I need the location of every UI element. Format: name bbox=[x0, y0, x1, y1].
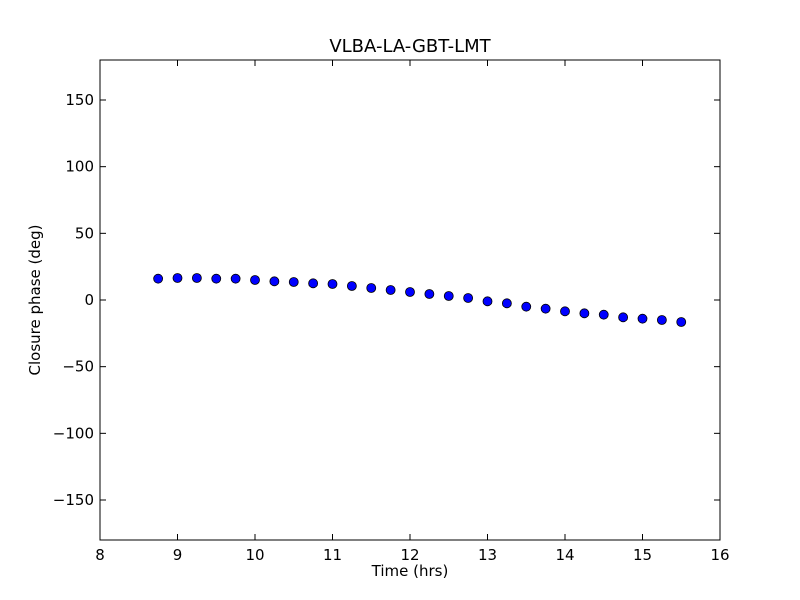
x-tick-label: 14 bbox=[555, 546, 574, 564]
x-tick-label: 13 bbox=[478, 546, 497, 564]
data-point bbox=[172, 273, 183, 283]
data-point bbox=[424, 289, 435, 299]
x-tick-label: 15 bbox=[633, 546, 652, 564]
data-point bbox=[191, 273, 202, 283]
y-tick-label: −50 bbox=[62, 358, 94, 376]
y-tick-label: −100 bbox=[53, 424, 94, 442]
x-tick-label: 11 bbox=[323, 546, 342, 564]
x-tick-label: 10 bbox=[245, 546, 264, 564]
data-point bbox=[385, 285, 396, 295]
data-point bbox=[346, 281, 357, 291]
data-point bbox=[250, 275, 260, 285]
x-tick-label: 16 bbox=[710, 546, 729, 564]
x-tick-label: 9 bbox=[173, 546, 183, 564]
chart-title: VLBA-LA-GBT-LMT bbox=[329, 36, 491, 57]
data-point bbox=[656, 315, 667, 325]
data-point bbox=[288, 277, 299, 287]
y-tick-label: 150 bbox=[65, 91, 94, 109]
x-tick-label: 12 bbox=[400, 546, 419, 564]
data-point bbox=[269, 276, 280, 287]
data-point bbox=[482, 296, 493, 307]
data-point bbox=[211, 273, 222, 284]
data-point bbox=[230, 273, 241, 284]
y-tick-label: 50 bbox=[75, 224, 94, 242]
data-point bbox=[676, 317, 687, 327]
data-point bbox=[153, 273, 164, 284]
data-point bbox=[366, 283, 377, 293]
data-point bbox=[443, 291, 454, 301]
y-tick-label: 0 bbox=[84, 291, 94, 309]
data-point bbox=[327, 279, 338, 289]
axis-ticks: 8 9 10 11 12 13 14 15 16 150 100 50 0 −50 −100 −150 bbox=[53, 60, 730, 564]
data-point bbox=[560, 306, 570, 317]
y-axis-label: Closure phase (deg) bbox=[26, 225, 44, 376]
x-tick-label: 8 bbox=[95, 546, 105, 564]
data-point bbox=[501, 298, 512, 309]
data-point bbox=[637, 313, 648, 324]
data-point bbox=[598, 309, 609, 320]
data-point bbox=[521, 301, 532, 312]
data-point bbox=[405, 287, 415, 297]
data-point bbox=[308, 278, 319, 289]
x-axis-label: Time (hrs) bbox=[371, 562, 449, 580]
y-tick-label: 100 bbox=[65, 158, 94, 176]
data-points bbox=[153, 273, 687, 327]
data-point bbox=[463, 293, 474, 303]
data-point bbox=[618, 312, 629, 323]
data-point bbox=[579, 308, 590, 319]
data-point bbox=[540, 303, 551, 314]
plot-frame bbox=[99, 59, 721, 541]
y-tick-label: −150 bbox=[53, 491, 94, 509]
